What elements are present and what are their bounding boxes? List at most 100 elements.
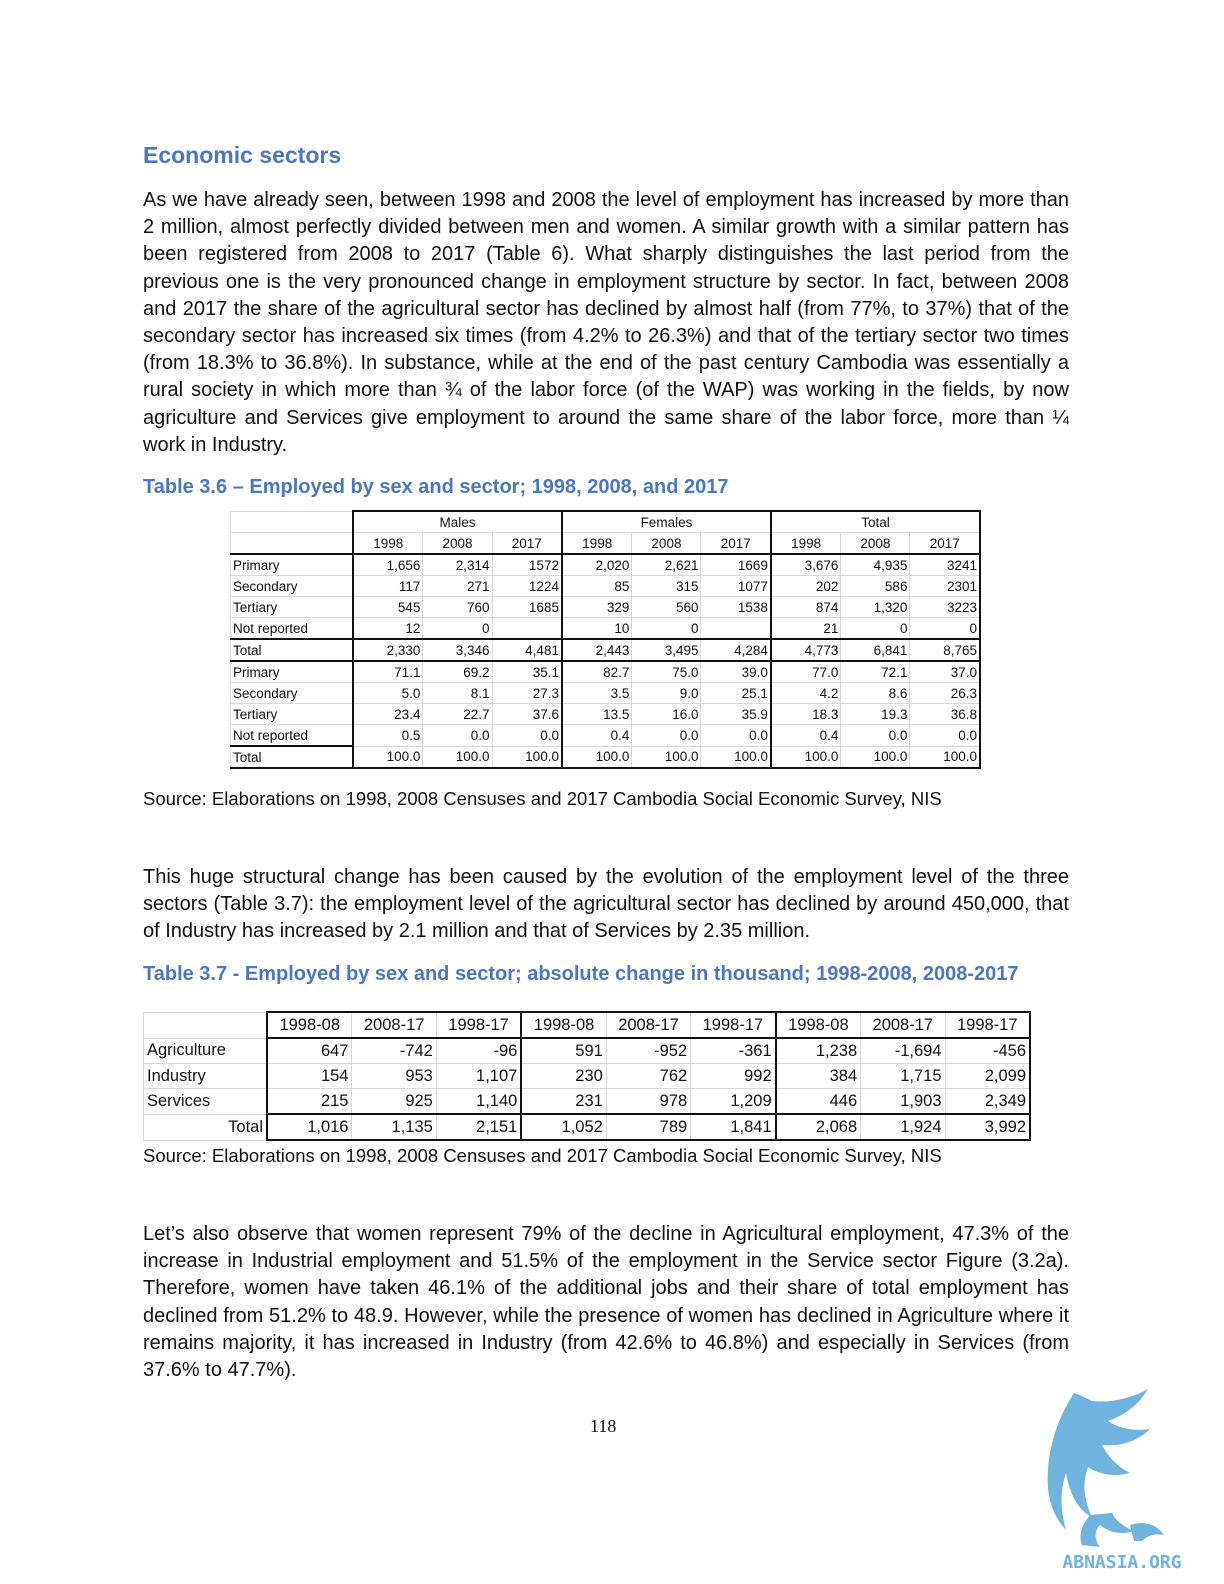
table-cell: 2,443 [561,638,633,662]
table-cell: 1572 [491,553,563,576]
row-label: Services [143,1088,268,1115]
table-cell: 789 [605,1113,692,1141]
year-header-cell: 1998 [561,532,633,555]
table-cell: 18.3 [770,703,842,725]
page-number: 118 [590,1416,617,1436]
paragraph-2: This huge structural change has been cau… [143,866,1069,943]
table-cell: 71.1 [352,660,424,683]
table-3-7-source: Source: Elaborations on 1998, 2008 Censu… [143,1145,942,1166]
period-header-cell: 1998-17 [435,1011,523,1039]
table-cell: 0.4 [770,724,842,747]
section-title: Economic sectors [143,142,342,168]
table-cell: 3241 [909,553,982,576]
table-cell: 1,016 [266,1113,353,1141]
table-cell: 0.0 [700,724,772,747]
table-cell: 231 [520,1088,607,1115]
year-header-cell: 2008 [631,532,702,555]
table-cell: 9.0 [631,682,702,704]
table-cell: 1,135 [351,1113,437,1141]
table-cell: 3.5 [561,682,633,704]
table-row: Total 2,330 3,346 4,481 2,443 3,495 4,28… [230,638,982,662]
row-label: Tertiary [230,703,354,725]
table-cell: 85 [561,575,633,597]
table-cell: 591 [520,1037,607,1064]
table-cell: 2301 [909,575,982,597]
table-cell: 77.0 [770,660,842,683]
table-cell: 2,068 [775,1113,862,1141]
table-cell: 992 [690,1063,777,1089]
row-label: Not reported [230,617,354,640]
table-cell: 12 [352,617,424,640]
table-cell: 13.5 [561,703,633,725]
table-cell: 874 [770,596,842,618]
table-cell [491,617,563,640]
table-cell: 2,621 [631,553,702,576]
row-label: Total [143,1113,268,1141]
table-cell: 100.0 [840,745,911,769]
table-cell: 37.0 [909,660,982,683]
table-cell: 1224 [491,575,563,597]
table-3-7-corner [143,1011,268,1039]
table-3-7: 1998-08 2008-17 1998-17 1998-08 2008-17 … [143,1011,1031,1141]
table-cell: 100.0 [352,745,424,769]
table-3-7-header: 1998-08 2008-17 1998-17 1998-08 2008-17 … [143,1011,1031,1039]
table-cell: 1,209 [690,1088,777,1115]
table-row: Primary 1,656 2,314 1572 2,020 2,621 166… [230,553,982,576]
table-cell: 329 [561,596,633,618]
table-cell: 10 [561,617,633,640]
paragraph-1: As we have already seen, between 1998 an… [143,189,1069,456]
table-cell: 1,715 [860,1063,946,1089]
table-3-6-corner [230,510,354,533]
table-cell: 978 [605,1088,692,1115]
table-cell: 5.0 [352,682,424,704]
table-cell: 0 [631,617,702,640]
table-cell: 35.1 [491,660,563,683]
table-3-6-corner [230,532,354,555]
table-cell: 3,676 [770,553,842,576]
table-row: Services 215 925 1,140 231 978 1,209 446… [143,1088,1031,1115]
table-cell: 586 [840,575,911,597]
row-label: Industry [143,1063,268,1089]
table-cell: 2,330 [352,638,424,662]
table-cell: 100.0 [909,745,982,769]
table-cell: 384 [775,1063,862,1089]
table-cell: 3,992 [944,1113,1031,1141]
table-cell: 35.9 [700,703,772,725]
table-cell: 271 [422,575,493,597]
table-row: Tertiary 23.4 22.7 37.6 13.5 16.0 35.9 1… [230,703,982,725]
table-cell: 2,020 [561,553,633,576]
group-header-cell: Males [352,510,563,533]
table-cell: 215 [266,1088,353,1115]
table-cell: 26.3 [909,682,982,704]
paragraph-3: Let’s also observe that women represent … [143,1223,1069,1382]
table-cell: 4.2 [770,682,842,704]
table-cell: 8,765 [909,638,982,662]
table-cell: 37.6 [491,703,563,725]
table-cell: 75.0 [631,660,702,683]
table-cell: 25.1 [700,682,772,704]
table-cell: 4,284 [700,638,772,662]
table-cell: -96 [435,1037,523,1064]
table-cell: 1077 [700,575,772,597]
table-cell: 2,151 [435,1113,523,1141]
table-cell: 72.1 [840,660,911,683]
table-3-6: Males Females Total 1998 2008 2017 1998 … [230,510,982,769]
griffin-mark [1047,1389,1164,1547]
table-3-7-caption: Table 3.7 - Employed by sex and sector; … [143,963,1019,985]
table-3-6-group-header: Males Females Total [230,510,982,533]
row-label: Total [230,638,354,662]
table-cell [700,617,772,640]
table-cell: 6,841 [840,638,911,662]
row-label: Tertiary [230,596,354,618]
table-cell: 446 [775,1088,862,1115]
table-cell: 117 [352,575,424,597]
year-header-cell: 2008 [422,532,493,555]
table-cell: 0.0 [491,724,563,747]
table-cell: 202 [770,575,842,597]
period-header-cell: 2008-17 [860,1011,946,1039]
table-3-6-caption: Table 3.6 – Employed by sex and sector; … [143,476,729,498]
table-cell: 3,346 [422,638,493,662]
table-cell: 19.3 [840,703,911,725]
row-label: Not reported [230,724,354,747]
table-cell: 925 [351,1088,437,1115]
